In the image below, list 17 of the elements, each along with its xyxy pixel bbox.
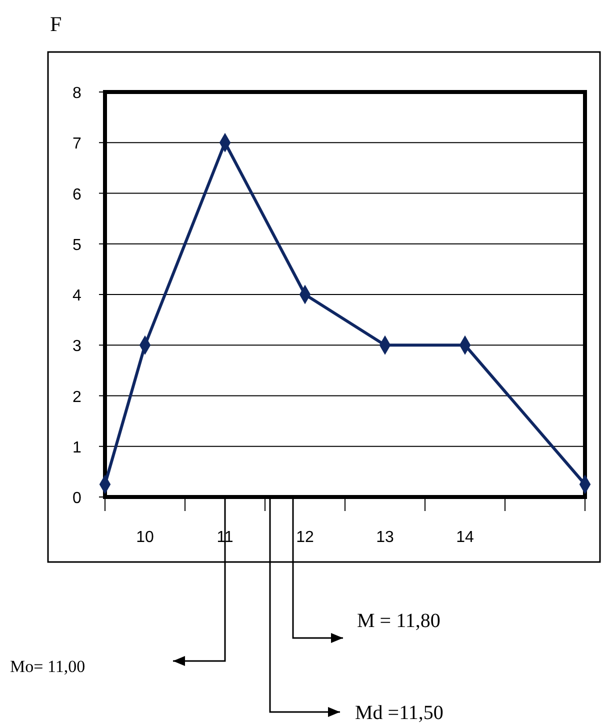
x-tick-label: 10	[136, 529, 154, 546]
x-tick-label: 13	[376, 529, 394, 546]
x-tick-label: 14	[456, 529, 474, 546]
text: Mo= 11,00	[10, 657, 86, 676]
y-tick-label: 3	[72, 338, 82, 356]
y-tick-label: 2	[72, 388, 82, 406]
y-tick-label: 4	[72, 288, 82, 304]
text: M = 11,80	[357, 610, 440, 632]
y-tick-label: 8	[72, 85, 82, 102]
text: Md =11,50	[355, 702, 444, 724]
y-tick-label: 6	[72, 186, 82, 204]
y-tick-label: 7	[72, 136, 82, 153]
y-tick-label: 0	[72, 490, 82, 507]
x-tick-label: 12	[296, 529, 314, 546]
y-tick-label: 5	[72, 236, 82, 254]
y-axis-title: F	[50, 12, 62, 36]
y-tick-label: 1	[72, 439, 82, 456]
